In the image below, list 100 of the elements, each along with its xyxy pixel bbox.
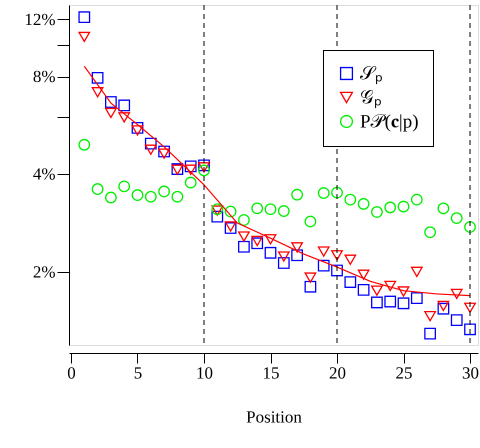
point: [211, 210, 224, 223]
point: [424, 226, 436, 238]
point: [450, 212, 463, 224]
x-tick-label: 30: [462, 364, 480, 382]
point: [184, 164, 197, 175]
point: [184, 176, 197, 188]
point: [464, 221, 476, 233]
point: [344, 194, 356, 206]
point: [344, 276, 356, 288]
point: [118, 100, 130, 112]
point: [132, 125, 144, 136]
point: [118, 112, 130, 123]
point: [358, 198, 370, 210]
legend-label: 𝒮ₚ: [360, 64, 383, 84]
point: [144, 144, 157, 155]
point: [304, 272, 316, 283]
point: [371, 206, 383, 218]
point: [132, 189, 144, 201]
point: [291, 242, 304, 253]
point: [78, 138, 90, 151]
point: [304, 280, 316, 293]
point: [384, 280, 396, 292]
y-tick-label: 4%: [32, 164, 56, 184]
point: [438, 300, 450, 312]
point: [158, 186, 170, 198]
point: [331, 250, 343, 260]
point: [398, 200, 410, 212]
point: [464, 323, 476, 336]
point: [158, 148, 170, 159]
point: [184, 160, 197, 172]
point: [318, 260, 330, 272]
x-tick-label: 25: [396, 364, 413, 382]
x-tick-label: 20: [329, 364, 346, 382]
point: [438, 302, 450, 315]
y-tick-label: 8%: [32, 67, 56, 86]
point: [371, 285, 383, 296]
point: [278, 257, 290, 269]
point: [410, 266, 423, 278]
point: [238, 240, 250, 253]
y-tick-label: 2%: [32, 262, 56, 282]
point: [92, 183, 104, 195]
x-tick-label: 5: [134, 364, 142, 382]
point: [344, 254, 356, 265]
point: [198, 164, 210, 176]
point: [278, 205, 290, 217]
point: [198, 162, 210, 173]
point: [144, 138, 157, 150]
point: [172, 190, 184, 203]
point: [331, 264, 343, 276]
point: [410, 292, 423, 304]
point: [371, 296, 383, 308]
x-tick-label: 15: [262, 364, 280, 382]
point: [238, 214, 250, 226]
point: [384, 296, 396, 308]
point: [304, 216, 316, 228]
point: [105, 108, 117, 118]
point: [105, 192, 117, 204]
point: [464, 302, 476, 313]
x-axis-title: Position: [246, 408, 302, 426]
point: [251, 202, 264, 214]
point: [410, 194, 423, 206]
point: [92, 72, 104, 84]
point: [424, 328, 436, 340]
line-series: [84, 66, 471, 296]
point: [132, 122, 144, 134]
point: [384, 202, 396, 214]
point: [264, 234, 276, 245]
point: [251, 236, 264, 246]
point: [278, 251, 290, 262]
point: [318, 246, 330, 257]
point: [398, 297, 410, 310]
point: [238, 231, 250, 242]
point: [424, 311, 436, 322]
point: [264, 203, 276, 216]
point: [264, 246, 276, 259]
point: [438, 202, 450, 214]
point: [118, 180, 130, 192]
point: [251, 237, 264, 250]
legend-label: P𝒫(𝐜|p): [360, 112, 419, 132]
point: [450, 314, 463, 326]
point: [331, 186, 343, 199]
y-tick-label: 12%: [24, 10, 56, 29]
point: [105, 96, 117, 108]
point: [144, 190, 157, 203]
point: [358, 270, 370, 280]
point: [398, 286, 410, 297]
point: [450, 288, 463, 300]
point: [291, 249, 304, 262]
legend-label: 𝒢ₚ: [360, 88, 382, 108]
x-tick-label: 0: [67, 364, 76, 382]
point: [224, 206, 236, 218]
point: [158, 146, 170, 158]
point: [78, 11, 90, 24]
point: [92, 87, 104, 98]
point: [318, 187, 330, 199]
point: [291, 188, 304, 201]
point: [358, 284, 370, 296]
point: [78, 32, 90, 42]
point: [198, 159, 210, 172]
x-tick-label: 10: [196, 364, 214, 382]
